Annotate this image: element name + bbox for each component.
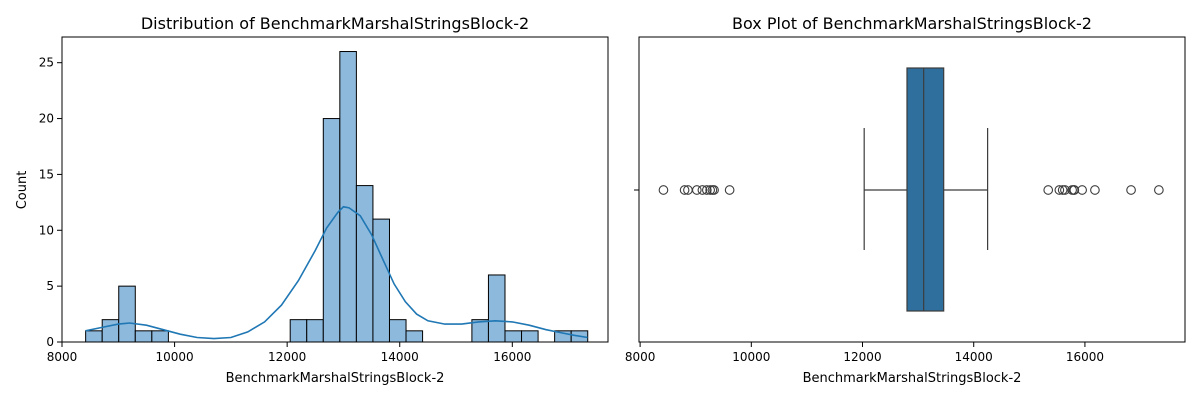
histogram-y-tick-label: 0 (46, 335, 54, 349)
boxplot-box (906, 67, 945, 312)
boxplot-outlier (1077, 185, 1087, 195)
histogram-bar (289, 319, 308, 343)
histogram-x-tick-label: 16000 (493, 350, 531, 364)
histogram-bar (372, 218, 390, 343)
histogram-y-tick-label: 10 (39, 223, 54, 237)
boxplot-outlier (701, 185, 712, 195)
boxplot-x-tick-label: 8000 (625, 350, 656, 364)
histogram-title: Distribution of BenchmarkMarshalStringsB… (141, 14, 529, 33)
boxplot-outlier (697, 185, 708, 195)
boxplot-outlier (1090, 185, 1100, 195)
histogram-y-ticks: 0 5 10 15 20 25 (39, 56, 62, 349)
boxplot-x-tick-label: 10000 (732, 350, 770, 364)
histogram-y-tick-label: 20 (39, 112, 54, 126)
boxplot-outlier (1043, 185, 1054, 195)
boxplot-x-ticks: 8000 10000 12000 14000 16000 (625, 342, 1104, 364)
boxplot-outlier (679, 185, 690, 195)
boxplot-outlier (1126, 185, 1136, 195)
histogram-bar (504, 330, 523, 343)
boxplot-outlier (1069, 185, 1080, 195)
histogram-bar (355, 185, 374, 343)
histogram-x-tick-label: 8000 (47, 350, 78, 364)
boxplot-outlier (1054, 185, 1065, 195)
histogram-bar (85, 330, 103, 343)
boxplot-panel: Box Plot of BenchmarkMarshalStringsBlock… (625, 14, 1186, 386)
histogram-bar (487, 274, 506, 343)
histogram-bar (388, 319, 407, 343)
boxplot-outlier (658, 185, 669, 195)
boxplot-marks (658, 67, 1164, 312)
histogram-panel: Distribution of BenchmarkMarshalStringsB… (15, 14, 609, 386)
boxplot-outlier (1154, 185, 1164, 195)
histogram-bars (85, 51, 589, 343)
histogram-y-tick-label: 15 (39, 167, 54, 181)
boxplot-x-axis-label: BenchmarkMarshalStringsBlock-2 (803, 371, 1022, 386)
boxplot-outlier (724, 185, 735, 195)
histogram-bar (118, 285, 136, 343)
histogram-x-ticks: 8000 10000 12000 14000 16000 (47, 342, 531, 364)
boxplot-title: Box Plot of BenchmarkMarshalStringsBlock… (732, 14, 1092, 33)
histogram-plot-frame (61, 36, 609, 343)
histogram-x-axis-label: BenchmarkMarshalStringsBlock-2 (226, 371, 445, 386)
histogram-x-tick-label: 10000 (155, 350, 193, 364)
histogram-x-tick-label: 14000 (381, 350, 419, 364)
histogram-bar (101, 319, 120, 343)
histogram-y-tick-label: 5 (46, 279, 54, 293)
boxplot-x-tick-label: 16000 (1066, 350, 1104, 364)
histogram-y-axis-label: Count (15, 171, 30, 210)
boxplot-x-tick-label: 14000 (955, 350, 993, 364)
histogram-bar (405, 330, 424, 343)
histogram-bar (306, 319, 324, 343)
histogram-bar (134, 330, 153, 343)
histogram-bar (151, 330, 169, 343)
boxplot-outlier (691, 185, 702, 195)
boxplot-x-tick-label: 12000 (843, 350, 881, 364)
kde-curve (85, 205, 588, 340)
histogram-x-tick-label: 12000 (268, 350, 306, 364)
histogram-bar (521, 330, 539, 343)
histogram-y-tick-label: 25 (39, 56, 54, 70)
boxplot-outlier (709, 185, 719, 195)
histogram-bar (339, 51, 357, 343)
